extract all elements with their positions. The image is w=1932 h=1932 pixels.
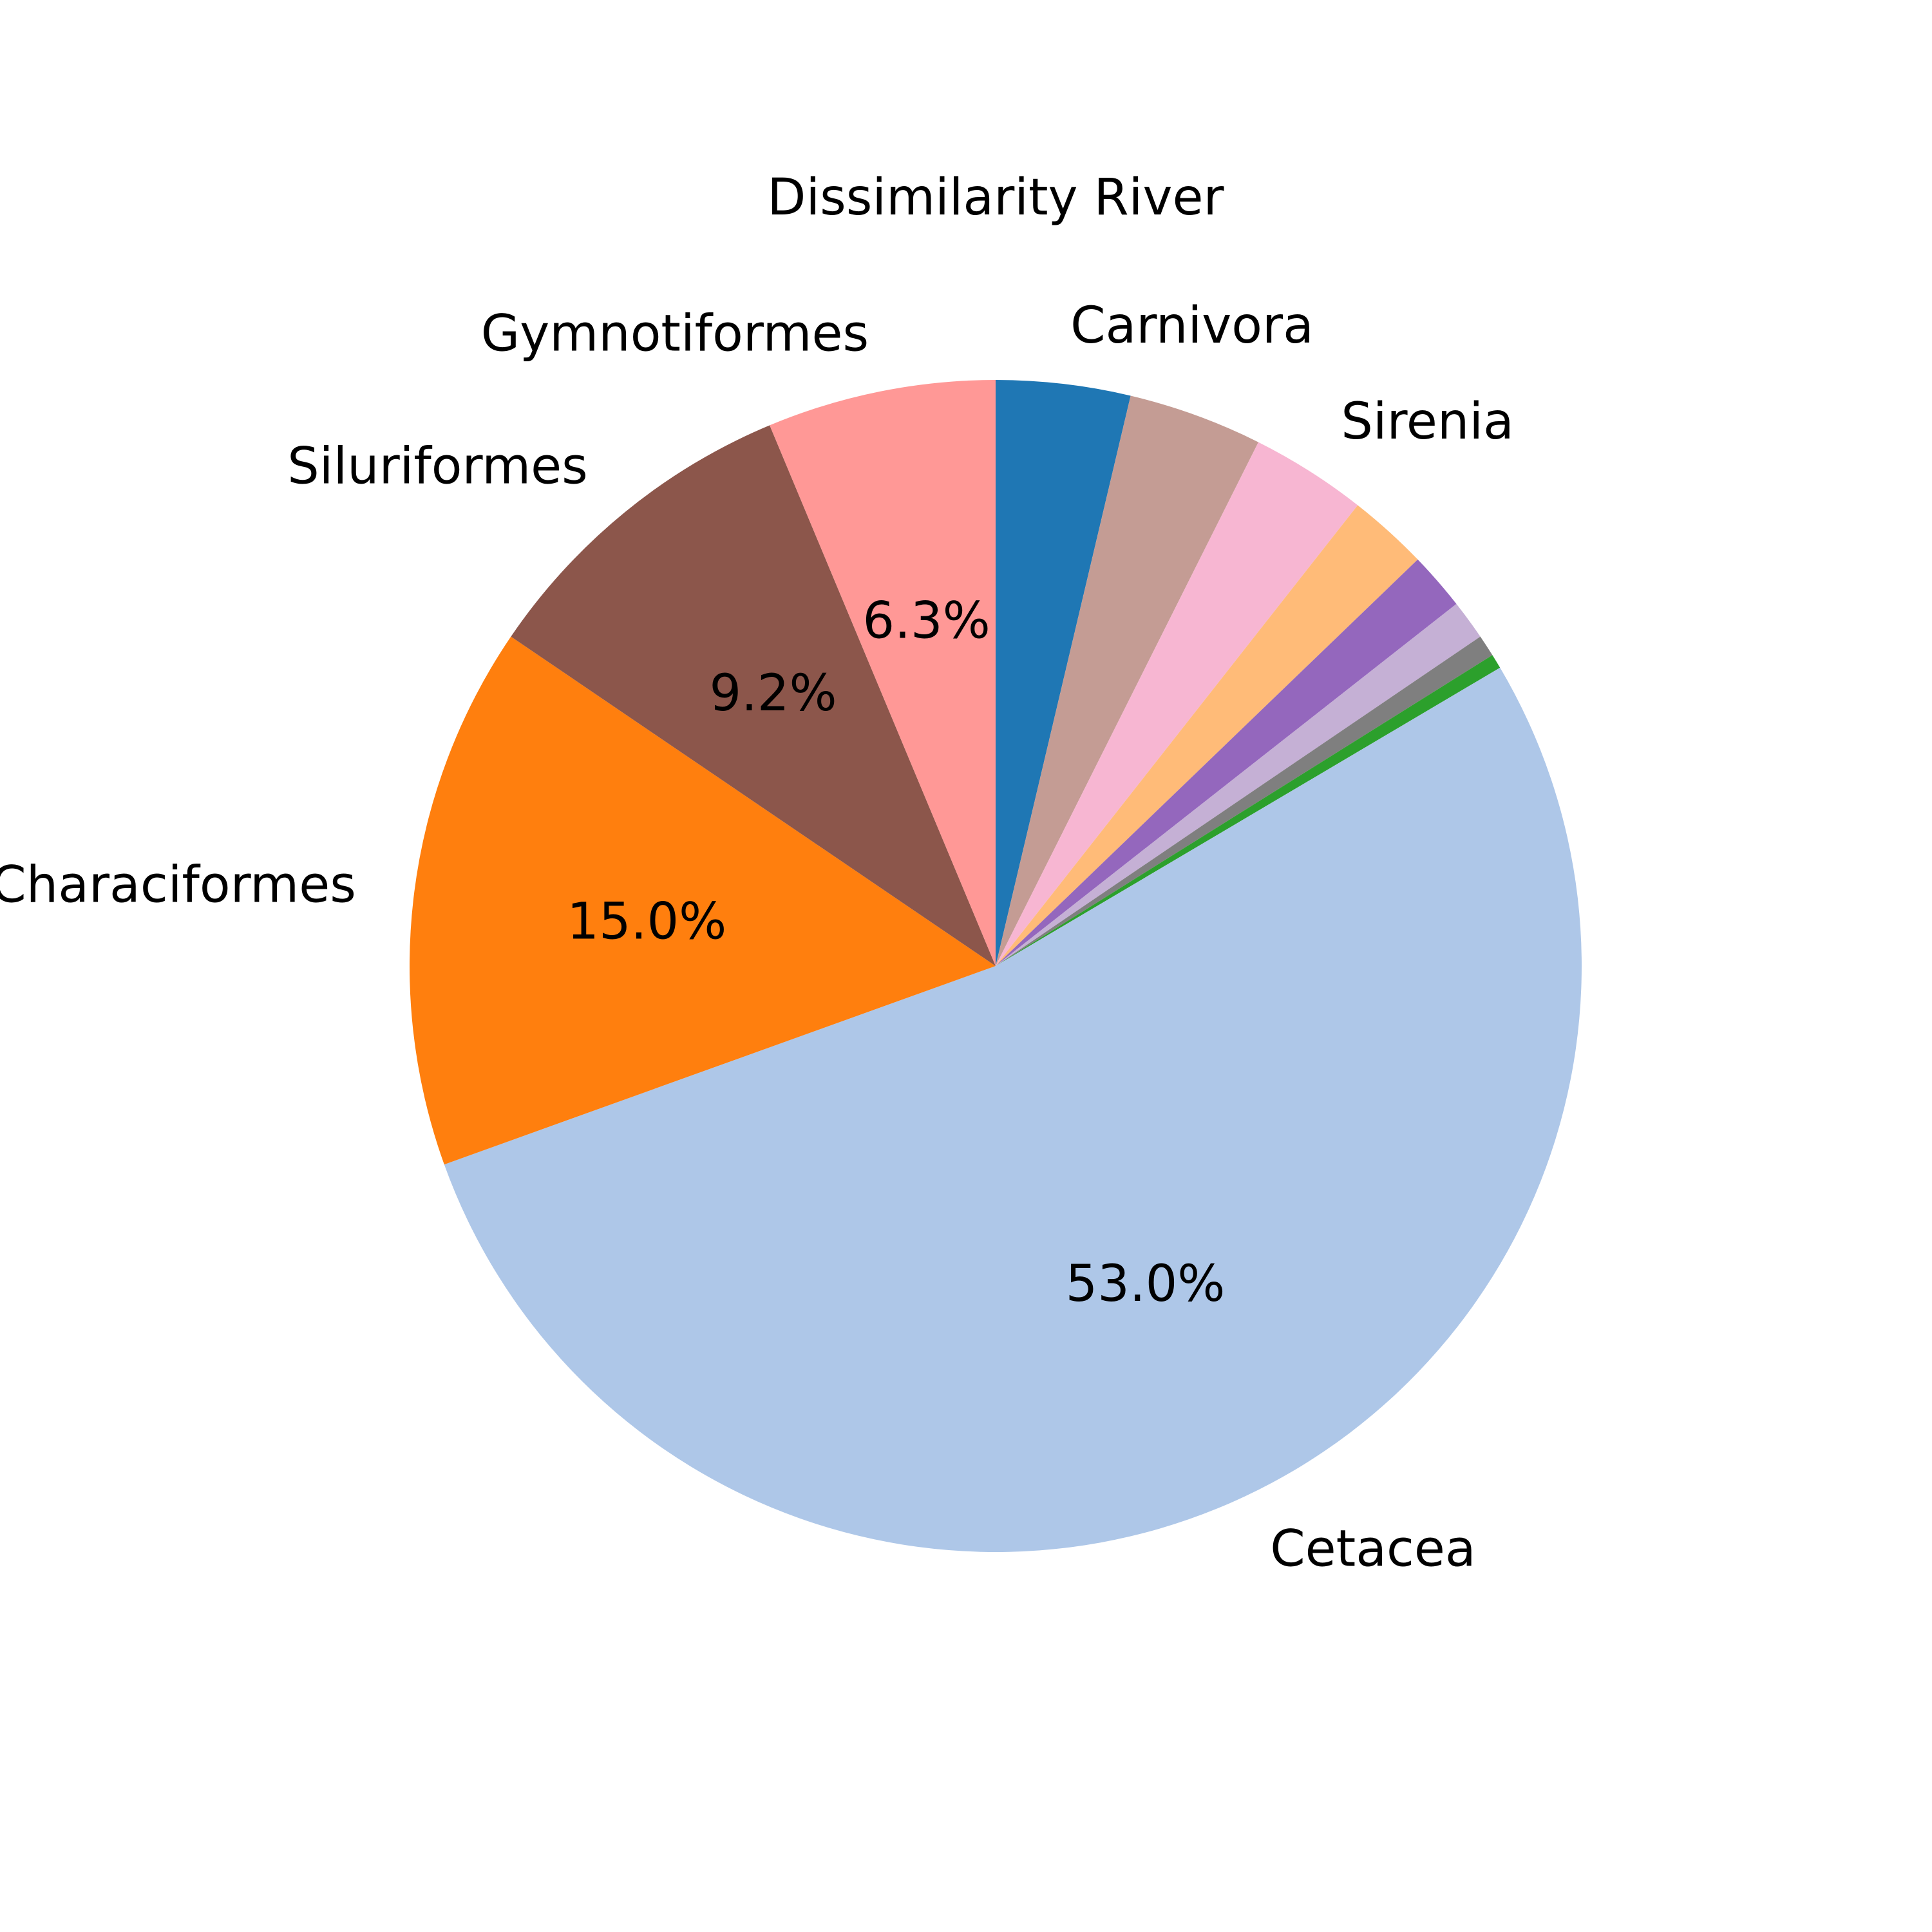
pie-slice-sirenia	[996, 442, 1358, 966]
slice-label-carnivora: Carnivora	[1070, 297, 1314, 355]
pie-slice-unlabeled-7	[996, 655, 1501, 966]
chart-title: Dissimilarity River	[767, 169, 1224, 227]
pie-labels: Carnivora Sirenia Cetacea 53.0% Characiforme…	[0, 297, 1514, 1578]
slice-label-sirenia: Sirenia	[1341, 393, 1513, 451]
pie-slice-unlabeled-6	[996, 636, 1493, 966]
slice-label-siluriformes: Siluriformes	[287, 438, 588, 496]
pct-label-characiformes: 15.0%	[567, 893, 726, 951]
pie-slice-carnivora	[996, 380, 1131, 966]
pie-slice-unlabeled-3	[996, 505, 1418, 966]
slice-label-gymnotiformes: Gymnotiformes	[481, 305, 869, 363]
pct-label-cetacea: 53.0%	[1066, 1255, 1226, 1313]
pie-slice-unlabeled-1	[996, 395, 1259, 966]
pct-label-gymnotiformes: 6.3%	[863, 592, 990, 650]
pie-slices	[410, 380, 1582, 1553]
pie-slice-cetacea	[444, 667, 1582, 1553]
pie-slice-gymnotiformes	[770, 380, 996, 966]
pie-slice-unlabeled-4	[996, 559, 1457, 966]
pct-label-siluriformes: 9.2%	[710, 665, 837, 723]
pie-slice-siluriformes	[511, 425, 996, 966]
pie-slice-characiformes	[410, 636, 996, 1165]
slice-label-characiformes: Characiformes	[0, 857, 356, 914]
slice-label-cetacea: Cetacea	[1270, 1520, 1476, 1578]
pie-slice-unlabeled-5	[996, 603, 1481, 966]
